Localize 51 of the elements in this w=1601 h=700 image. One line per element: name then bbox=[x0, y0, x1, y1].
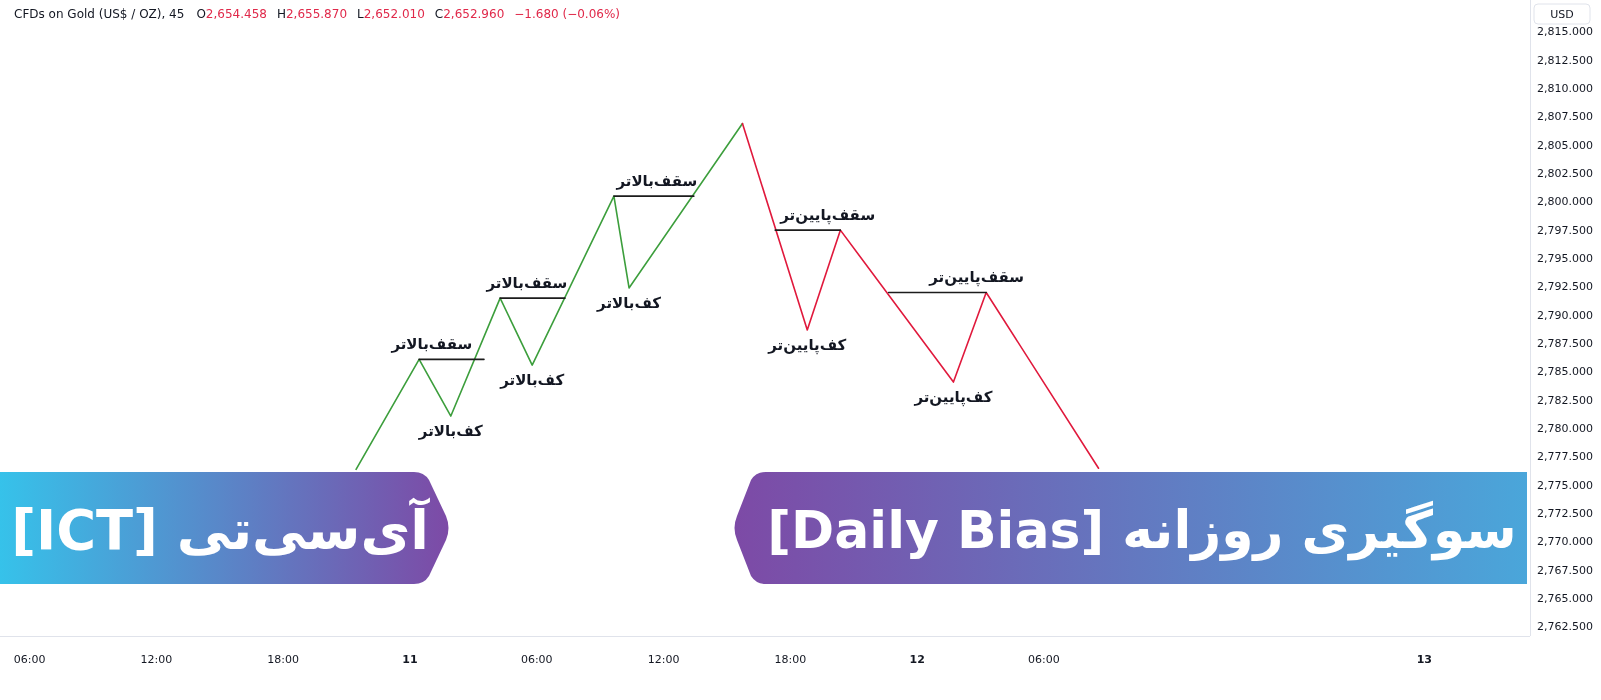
x-tick-label: 11 bbox=[402, 652, 418, 666]
x-tick-label: 12:00 bbox=[647, 652, 680, 666]
y-tick-label: 2,762.500 bbox=[1537, 620, 1593, 634]
annotation: L2,652.010 bbox=[357, 7, 425, 21]
y-tick-label: 2,805.000 bbox=[1537, 138, 1593, 152]
x-tick-label: 06:00 bbox=[13, 652, 46, 666]
annotation: آی‌سی‌تی [ICT] bbox=[11, 496, 431, 562]
y-tick-label: 2,807.500 bbox=[1537, 110, 1593, 124]
y-tick-label: 2,802.500 bbox=[1537, 166, 1593, 180]
y-tick-label: 2,767.500 bbox=[1537, 563, 1593, 577]
y-tick-label: 2,810.000 bbox=[1537, 81, 1593, 95]
annotation: کف‌بالاتر bbox=[499, 371, 565, 390]
x-tick-label: 12:00 bbox=[140, 652, 173, 666]
y-tick-label: 2,795.000 bbox=[1537, 251, 1593, 265]
y-tick-label: 2,797.500 bbox=[1537, 223, 1593, 237]
y-tick-label: 2,765.000 bbox=[1537, 592, 1593, 606]
y-tick-label: 2,815.000 bbox=[1537, 25, 1593, 39]
y-tick-label: 2,782.500 bbox=[1537, 393, 1593, 407]
x-tick-label: 06:00 bbox=[520, 652, 553, 666]
annotation: سقف‌پایین‌تر bbox=[928, 268, 1025, 288]
y-tick-label: 2,812.500 bbox=[1537, 53, 1593, 67]
y-tick-label: 2,770.000 bbox=[1537, 535, 1593, 549]
y-tick-label: 2,800.000 bbox=[1537, 195, 1593, 209]
annotation: سقف‌بالاتر bbox=[390, 335, 473, 354]
annotation: کف‌پایین‌تر bbox=[913, 388, 993, 408]
annotation: سقف‌بالاتر bbox=[485, 274, 568, 293]
y-axis-title: USD bbox=[1550, 7, 1574, 21]
annotation: کف‌بالاتر bbox=[417, 422, 484, 441]
x-tick-label: 13 bbox=[1416, 652, 1432, 666]
x-tick-label: 06:00 bbox=[1028, 652, 1060, 666]
annotation: کف‌بالاتر bbox=[596, 293, 662, 312]
annotation: کف‌پایین‌تر bbox=[767, 335, 847, 355]
y-tick-label: 2,775.000 bbox=[1537, 478, 1593, 492]
annotation: C2,652.960 bbox=[434, 7, 505, 21]
y-tick-label: 2,777.500 bbox=[1537, 450, 1593, 464]
annotation: سقف‌بالاتر bbox=[615, 172, 698, 191]
x-tick-label: 18:00 bbox=[267, 652, 300, 666]
text: CFDs on Gold (US$ / OZ), 45 bbox=[14, 7, 185, 21]
annotation: H2,655.870 bbox=[276, 7, 348, 21]
annotation: سوگیری روزانه [Daily Bias] bbox=[767, 500, 1517, 561]
annotation: −1.680 (−0.06%) bbox=[514, 7, 621, 21]
y-tick-label: 2,790.000 bbox=[1537, 308, 1593, 322]
x-tick-label: 12 bbox=[909, 652, 925, 666]
y-tick-label: 2,780.000 bbox=[1537, 422, 1593, 436]
annotation: سقف‌پایین‌تر bbox=[779, 206, 876, 226]
y-tick-label: 2,792.500 bbox=[1537, 280, 1593, 294]
y-tick-label: 2,772.500 bbox=[1537, 507, 1593, 521]
y-tick-label: 2,785.000 bbox=[1537, 365, 1593, 379]
y-tick-label: 2,787.500 bbox=[1537, 337, 1593, 351]
annotation: O2,654.458 bbox=[196, 7, 267, 21]
x-tick-label: 18:00 bbox=[774, 652, 807, 666]
